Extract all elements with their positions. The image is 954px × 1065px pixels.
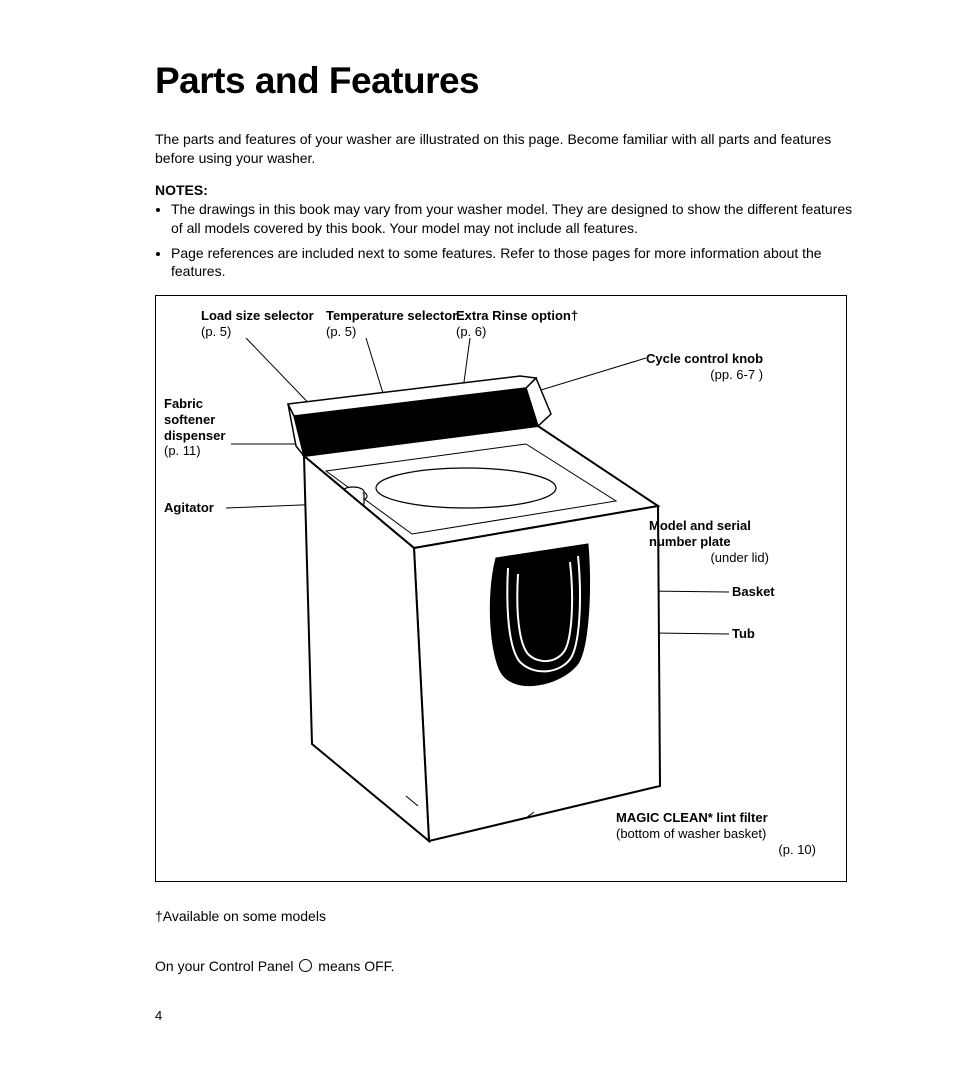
callout-title: Basket [732,584,775,599]
callout-tub: Tub [732,626,755,642]
off-legend-pre: On your Control Panel [155,958,297,974]
note-item: The drawings in this book may vary from … [171,200,859,238]
callout-load-size: Load size selector (p. 5) [201,308,314,339]
notes-heading: NOTES: [155,182,859,198]
page-title: Parts and Features [155,60,859,102]
callout-title: MAGIC CLEAN* lint filter [616,810,768,825]
callout-sub: (p. 5) [326,324,356,339]
callout-sub: (p. 6) [456,324,486,339]
callout-sub: (p. 11) [164,443,201,458]
callout-title: Extra Rinse option† [456,308,578,323]
callout-sub2: (p. 10) [616,842,816,858]
notes-list: The drawings in this book may vary from … [155,200,859,282]
intro-paragraph: The parts and features of your washer ar… [155,130,859,168]
page-number: 4 [155,1008,162,1023]
off-legend: On your Control Panel means OFF. [155,958,859,974]
off-legend-post: means OFF. [314,958,394,974]
footnote: †Available on some models [155,908,859,924]
manual-page: Parts and Features The parts and feature… [0,0,954,1065]
callout-model-serial: Model and serial number plate (under lid… [649,518,799,565]
callout-fabric-softener: Fabric softener dispenser (p. 11) [164,396,244,458]
callout-title: Temperature selector [326,308,457,323]
note-item: Page references are included next to som… [171,244,859,282]
callout-basket: Basket [732,584,775,600]
callout-title: Agitator [164,500,214,515]
callout-lint-filter: MAGIC CLEAN* lint filter (bottom of wash… [616,810,826,857]
callout-sub: (bottom of washer basket) [616,826,766,841]
callout-sub: (under lid) [649,550,769,566]
callout-title: Load size selector [201,308,314,323]
callout-sub: (pp. 6-7 ) [646,367,763,383]
callout-temperature: Temperature selector (p. 5) [326,308,457,339]
callout-cycle-knob: Cycle control knob (pp. 6-7 ) [646,351,763,382]
callout-sub: (p. 5) [201,324,231,339]
washer-body [288,376,660,841]
callout-title: Fabric softener dispenser [164,396,225,442]
callout-extra-rinse: Extra Rinse option† (p. 6) [456,308,578,339]
callout-title: Cycle control knob [646,351,763,366]
parts-diagram: Load size selector (p. 5) Temperature se… [155,295,847,882]
callout-agitator: Agitator [164,500,214,516]
callout-title: Model and serial number plate [649,518,751,549]
callout-title: Tub [732,626,755,641]
off-symbol-icon [299,959,312,972]
